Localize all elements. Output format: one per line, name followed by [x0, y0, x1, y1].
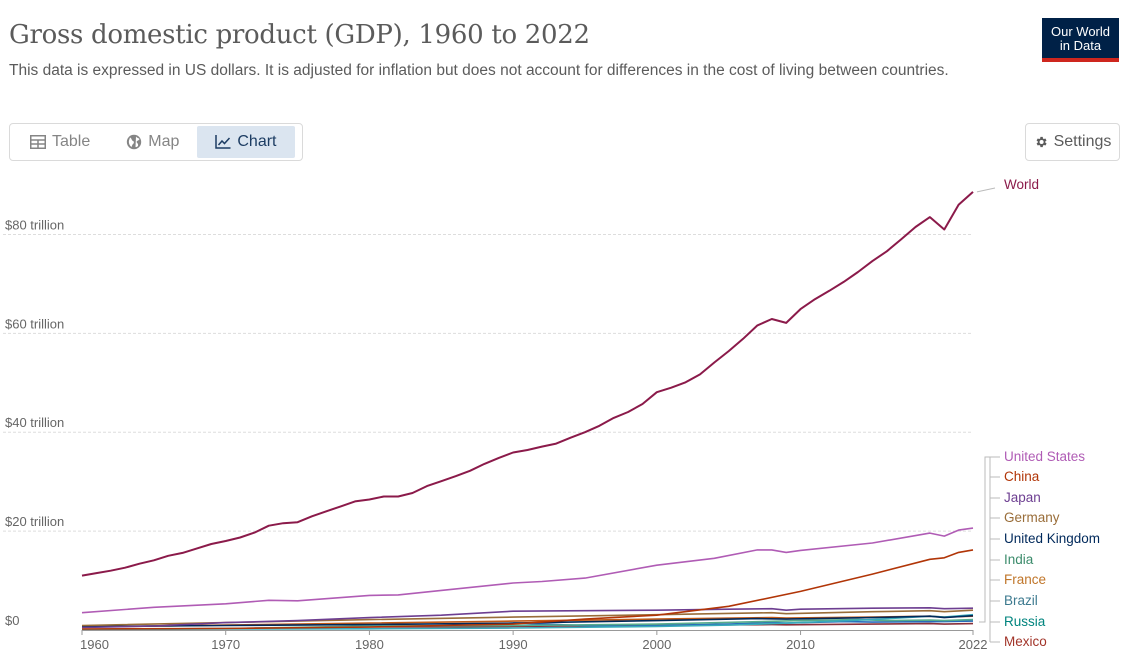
- legend-label-japan[interactable]: Japan: [1004, 490, 1041, 505]
- series-line-united-kingdom[interactable]: [81, 614, 974, 628]
- settings-button[interactable]: Settings: [1025, 123, 1120, 161]
- legend-label-india[interactable]: India: [1004, 552, 1034, 567]
- legend-label-mexico[interactable]: Mexico: [1004, 634, 1047, 649]
- tab-chart[interactable]: Chart: [197, 126, 295, 158]
- gdp-line-chart: $0 $20 trillion $40 trillion $60 trillion $8…: [3, 177, 1100, 652]
- y-tick-label: $40 trillion: [5, 415, 64, 430]
- tab-table-label: Table: [52, 133, 91, 150]
- y-tick-label: $0: [5, 613, 19, 628]
- tab-map-label: Map: [148, 133, 180, 150]
- series-line-united-states[interactable]: [81, 527, 974, 614]
- series-line-world[interactable]: [81, 191, 974, 577]
- legend-connector: [976, 187, 996, 193]
- legend-label-china[interactable]: China: [1004, 469, 1040, 484]
- x-tick-label: 1970: [211, 637, 240, 652]
- line-chart-icon: [215, 135, 231, 149]
- series-line-japan[interactable]: [81, 607, 974, 629]
- tab-map[interactable]: Map: [108, 126, 197, 158]
- globe-icon: [127, 134, 142, 150]
- tab-chart-label: Chart: [237, 133, 277, 150]
- series-line-germany[interactable]: [81, 609, 974, 627]
- legend-label-germany[interactable]: Germany: [1004, 510, 1060, 525]
- legend-label-brazil[interactable]: Brazil: [1004, 593, 1038, 608]
- legend-label-france[interactable]: France: [1004, 572, 1046, 587]
- legend-label-world[interactable]: World: [1004, 177, 1039, 192]
- chart-title: Gross domestic product (GDP), 1960 to 20…: [9, 20, 590, 50]
- legend-label-united-states[interactable]: United States: [1004, 449, 1085, 464]
- x-tick-label: 1980: [355, 637, 384, 652]
- x-tick-label: 1960: [80, 637, 109, 652]
- x-tick-label: 1990: [499, 637, 528, 652]
- x-tick-label: 2000: [642, 637, 671, 652]
- chart-subtitle: This data is expressed in US dollars. It…: [9, 62, 949, 79]
- logo-line-2: in Data: [1059, 38, 1102, 53]
- y-tick-label: $80 trillion: [5, 217, 64, 232]
- legend-label-russia[interactable]: Russia: [1004, 614, 1046, 629]
- owid-logo[interactable]: Our World in Data: [1042, 18, 1119, 62]
- table-icon: [30, 135, 46, 149]
- legend-bracket: [979, 456, 991, 642]
- y-tick-label: $20 trillion: [5, 514, 64, 529]
- series-line-china[interactable]: [81, 549, 974, 630]
- settings-label: Settings: [1053, 133, 1112, 150]
- logo-line-1: Our World: [1051, 24, 1110, 39]
- view-tabs: Table Map Chart: [9, 123, 303, 161]
- x-tick-label: 2022: [959, 637, 988, 652]
- gear-icon: [1036, 136, 1047, 148]
- y-tick-label: $60 trillion: [5, 316, 64, 331]
- x-tick-label: 2010: [786, 637, 815, 652]
- series-line-russia[interactable]: [513, 620, 974, 627]
- tab-table[interactable]: Table: [12, 126, 108, 158]
- legend-label-united-kingdom[interactable]: United Kingdom: [1004, 531, 1100, 546]
